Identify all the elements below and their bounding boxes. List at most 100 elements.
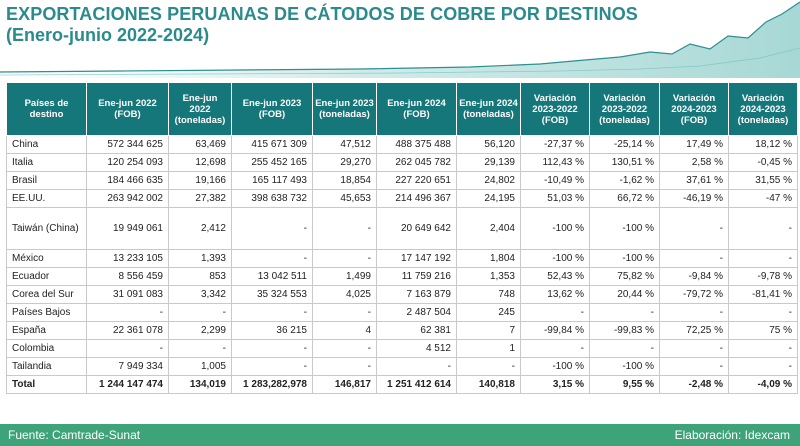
value-cell: - — [231, 249, 313, 268]
column-header: Ene-jun 2023 (toneladas) — [312, 82, 377, 136]
value-cell: 18,12 % — [728, 135, 798, 154]
value-cell: 13 233 105 — [86, 249, 169, 268]
value-cell: -10,49 % — [520, 171, 590, 190]
value-cell: - — [728, 303, 798, 322]
value-cell: -27,37 % — [520, 135, 590, 154]
value-cell: - — [659, 339, 729, 358]
value-cell: - — [312, 249, 377, 268]
value-cell: 2,58 % — [659, 153, 729, 172]
value-cell: -81,41 % — [728, 285, 798, 304]
value-cell: 75 % — [728, 321, 798, 340]
value-cell: 1 251 412 614 — [376, 375, 457, 394]
value-cell: 7 163 879 — [376, 285, 457, 304]
value-cell: 12,698 — [168, 153, 232, 172]
value-cell: -99,83 % — [589, 321, 660, 340]
country-cell: Tailandia — [6, 357, 87, 376]
table-row: Tailandia 7 949 334 1,005- - - - -100 % -100 % -… — [6, 357, 798, 376]
value-cell: 37,61 % — [659, 171, 729, 190]
country-cell: Colombia — [6, 339, 87, 358]
column-header: Ene-jun 2023 (FOB) — [231, 82, 313, 136]
value-cell: 572 344 625 — [86, 135, 169, 154]
value-cell: - — [589, 303, 660, 322]
value-cell: 2,299 — [168, 321, 232, 340]
country-cell: China — [6, 135, 87, 154]
value-cell: 3,15 % — [520, 375, 590, 394]
value-cell: 245 — [456, 303, 521, 322]
value-cell: 146,817 — [312, 375, 377, 394]
table-row: México 13 233 105 1,393- -17 147 192 1,804 -1… — [6, 249, 798, 268]
value-cell: - — [728, 339, 798, 358]
value-cell: 227 220 651 — [376, 171, 457, 190]
value-cell: 31,55 % — [728, 171, 798, 190]
value-cell: 62 381 — [376, 321, 457, 340]
value-cell: - — [231, 303, 313, 322]
column-header: Ene-jun 2024 (toneladas) — [456, 82, 521, 136]
country-cell: Taiwán (China) — [6, 207, 87, 250]
value-cell: -4,09 % — [728, 375, 798, 394]
value-cell: 52,43 % — [520, 267, 590, 286]
value-cell: 1,499 — [312, 267, 377, 286]
value-cell: - — [659, 303, 729, 322]
value-cell: 398 638 732 — [231, 189, 313, 208]
value-cell: - — [312, 207, 377, 250]
value-cell: 1 244 147 474 — [86, 375, 169, 394]
table-row: EE.UU. 263 942 002 27,382 398 638 732 45,653… — [6, 189, 798, 208]
table-row: Corea del Sur 31 091 083 3,342 35 324 553 4,… — [6, 285, 798, 304]
value-cell: 3,342 — [168, 285, 232, 304]
value-cell: - — [86, 303, 169, 322]
value-cell: 27,382 — [168, 189, 232, 208]
total-row: Total 1 244 147 474 134,019 1 283,282,978 14… — [6, 375, 798, 394]
value-cell: 35 324 553 — [231, 285, 313, 304]
value-cell: - — [231, 207, 313, 250]
value-cell: - — [659, 249, 729, 268]
value-cell: 2,404 — [456, 207, 521, 250]
value-cell: - — [589, 339, 660, 358]
value-cell: 140,818 — [456, 375, 521, 394]
value-cell: 24,195 — [456, 189, 521, 208]
value-cell: 20 649 642 — [376, 207, 457, 250]
country-cell: Ecuador — [6, 267, 87, 286]
country-cell: Italia — [6, 153, 87, 172]
column-header: Ene-jun 2022 (toneladas) — [168, 82, 232, 136]
page-subtitle: (Enero-junio 2022-2024) — [6, 25, 210, 45]
value-cell: 63,469 — [168, 135, 232, 154]
value-cell: 1,005 — [168, 357, 232, 376]
value-cell: - — [456, 357, 521, 376]
column-header: Variación 2024-2023 (FOB) — [659, 82, 729, 136]
value-cell: 13,62 % — [520, 285, 590, 304]
value-cell: - — [376, 357, 457, 376]
value-cell: 214 496 367 — [376, 189, 457, 208]
value-cell: 13 042 511 — [231, 267, 313, 286]
value-cell: 45,653 — [312, 189, 377, 208]
value-cell: - — [168, 303, 232, 322]
value-cell: - — [312, 357, 377, 376]
column-header: Variación 2023-2022 (toneladas) — [589, 82, 660, 136]
value-cell: -47 % — [728, 189, 798, 208]
value-cell: 7 949 334 — [86, 357, 169, 376]
value-cell: - — [231, 339, 313, 358]
value-cell: 17 147 192 — [376, 249, 457, 268]
value-cell: 134,019 — [168, 375, 232, 394]
value-cell: 75,82 % — [589, 267, 660, 286]
value-cell: 66,72 % — [589, 189, 660, 208]
value-cell: -100 % — [520, 249, 590, 268]
value-cell: -9,84 % — [659, 267, 729, 286]
decorative-trend-line — [0, 1, 800, 78]
value-cell: 29,270 — [312, 153, 377, 172]
country-cell: Corea del Sur — [6, 285, 87, 304]
value-cell: 853 — [168, 267, 232, 286]
value-cell: 130,51 % — [589, 153, 660, 172]
value-cell: - — [231, 357, 313, 376]
value-cell: - — [728, 207, 798, 250]
value-cell: -9,78 % — [728, 267, 798, 286]
value-cell: - — [86, 339, 169, 358]
value-cell: 20,44 % — [589, 285, 660, 304]
value-cell: 1,393 — [168, 249, 232, 268]
value-cell: -1,62 % — [589, 171, 660, 190]
country-cell: Brasil — [6, 171, 87, 190]
title-block: EXPORTACIONES PERUANAS DE CÁTODOS DE COB… — [6, 3, 646, 46]
exports-table: Países de destino Ene-jun 2022 (FOB) Ene-j… — [6, 82, 798, 394]
value-cell: - — [168, 339, 232, 358]
column-header: Variación 2023-2022 (FOB) — [520, 82, 590, 136]
value-cell: 1,804 — [456, 249, 521, 268]
